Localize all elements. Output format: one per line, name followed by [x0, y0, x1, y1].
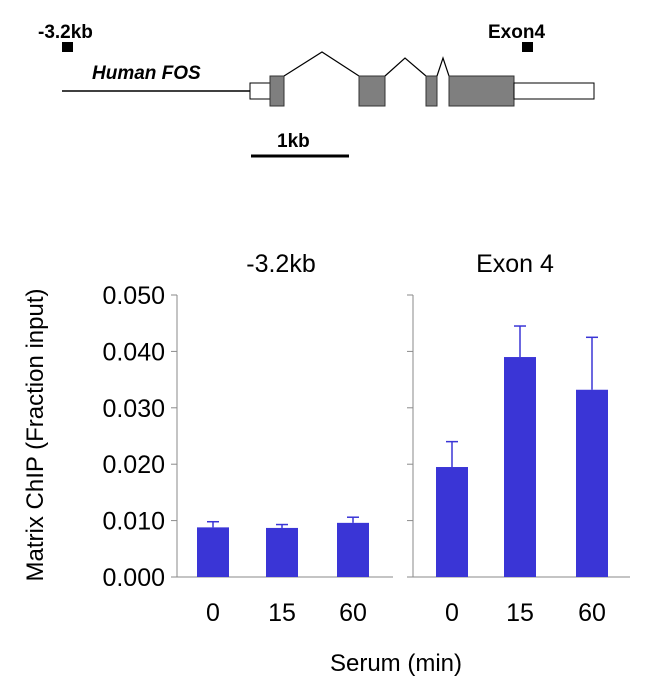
- y-tick-label: 0.050: [102, 282, 165, 310]
- marker-right-label: Exon4: [488, 22, 545, 43]
- x-tick-label: 60: [578, 599, 606, 627]
- bar: [266, 527, 298, 577]
- marker-left-square: [62, 42, 73, 52]
- x-tick-label: 0: [445, 599, 459, 627]
- bar: [337, 522, 369, 577]
- marker-right-square: [522, 42, 533, 52]
- marker-left-label: -3.2kb: [38, 22, 93, 43]
- x-tick-label: 0: [206, 599, 220, 627]
- intron-3: [436, 56, 450, 77]
- intron-1: [283, 51, 360, 77]
- bar: [197, 527, 229, 577]
- bar: [504, 357, 536, 577]
- scale-bar-label: 1kb: [277, 131, 310, 152]
- y-tick-label: 0.030: [102, 395, 165, 423]
- panel-title-1: -3.2kb: [246, 250, 315, 278]
- bar: [576, 389, 608, 577]
- bar: [436, 467, 468, 577]
- utr-3prime: [513, 82, 595, 100]
- exon-3: [425, 75, 438, 107]
- x-axis-label: Serum (min): [330, 650, 462, 677]
- panel-title-2: Exon 4: [476, 250, 554, 278]
- y-tick-label: 0.040: [102, 338, 165, 366]
- y-tick-label: 0.010: [102, 508, 165, 536]
- intron-2: [384, 57, 427, 77]
- exon-4: [448, 75, 515, 107]
- x-tick-label: 15: [506, 599, 534, 627]
- exon-2: [358, 75, 386, 107]
- gene-diagram: -3.2kb Exon4 Human FOS 1kb: [38, 22, 595, 158]
- x-tick-label: 15: [268, 599, 296, 627]
- y-tick-label: 0.000: [102, 564, 165, 592]
- y-tick-label: 0.020: [102, 451, 165, 479]
- y-axis-label: Matrix ChIP (Fraction input): [22, 289, 49, 582]
- x-tick-label: 60: [339, 599, 367, 627]
- gene-name-label: Human FOS: [92, 63, 201, 84]
- exon-1: [269, 75, 285, 107]
